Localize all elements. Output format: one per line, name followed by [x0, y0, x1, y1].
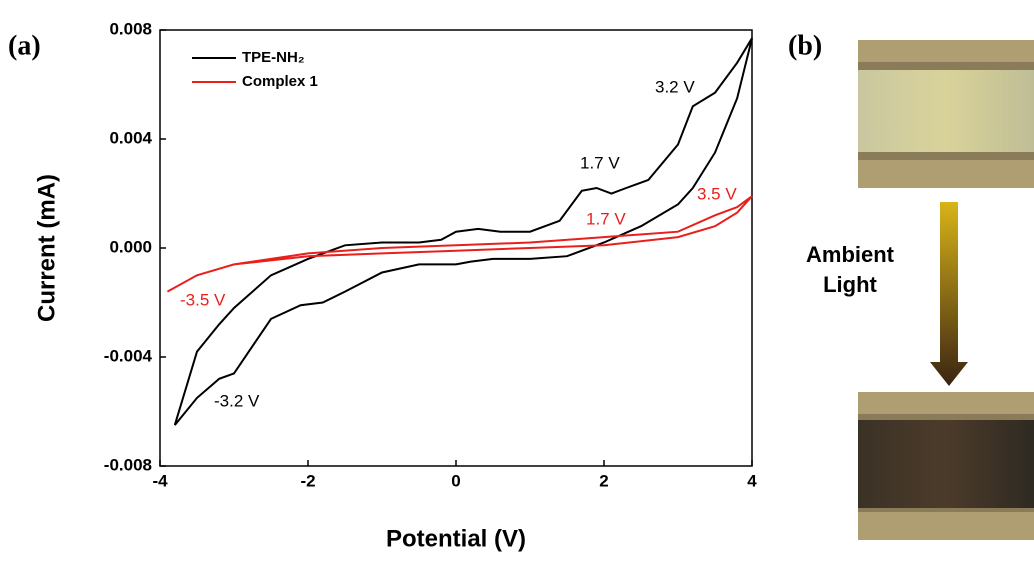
panel-label: (a): [8, 30, 41, 61]
x-tick-label: 4: [747, 471, 757, 490]
annotation: 1.7 V: [586, 209, 626, 228]
legend-label: Complex 1: [242, 73, 318, 90]
y-tick-label: -0.008: [104, 455, 152, 474]
plot: -4 -2 0 2 4 -0.008 -0.004 0.000 0.004 0.008 Potent…: [33, 19, 757, 552]
annotation: 3.5 V: [697, 184, 737, 203]
x-tick-label: -2: [300, 471, 315, 490]
annotation: 3.2 V: [655, 77, 695, 96]
x-tick-label: -4: [152, 471, 168, 490]
photo-clip: [858, 40, 1034, 188]
arrow: [930, 202, 968, 386]
x-tick-label: 2: [599, 471, 608, 490]
photo-sample: [858, 70, 1034, 152]
annotation: 1.7 V: [580, 153, 620, 172]
y-tick-label: 0.004: [109, 128, 152, 147]
y-tick-label: 0.008: [109, 19, 152, 38]
series-line: [166, 195, 753, 293]
side-label-box: Ambient Light: [806, 242, 894, 297]
annotation: -3.5 V: [180, 290, 226, 309]
photo-before: [858, 40, 1034, 188]
photo-clip: [858, 392, 1034, 540]
y-tick-label: 0.000: [109, 237, 152, 256]
annotation: -3.2 V: [214, 391, 260, 410]
photo-after: [858, 392, 1034, 540]
series-line: [173, 37, 753, 426]
legend-label: TPE-NH₂: [242, 49, 305, 66]
side-label: Ambient Light: [806, 242, 894, 297]
x-tick-label: 0: [451, 471, 460, 490]
y-tick-label: -0.004: [104, 346, 153, 365]
y-axis-title: Current (mA): [33, 174, 60, 322]
x-axis-title: Potential (V): [386, 525, 526, 552]
photo-sample: [858, 420, 1034, 508]
panel-label: (b): [788, 30, 822, 61]
